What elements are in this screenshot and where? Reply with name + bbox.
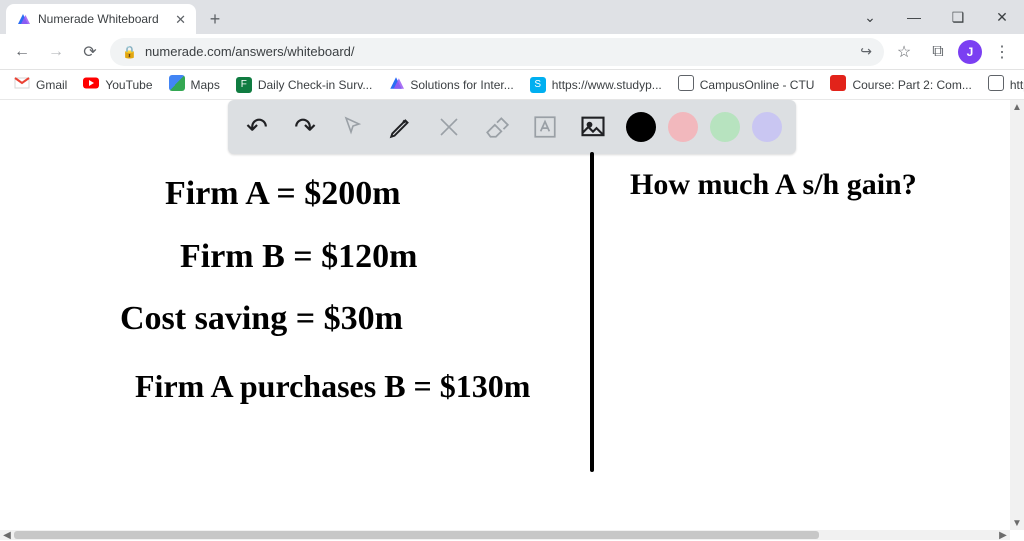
bookmark-star-button[interactable]: ☆ [890,38,918,66]
lock-icon: 🔒 [122,45,137,59]
gmail-icon [14,75,30,94]
bookmark-item[interactable]: Shttps://www.studyp... [524,73,668,96]
bookmark-label: Maps [191,78,220,92]
scroll-left-arrow-icon[interactable]: ◀ [0,530,14,541]
bookmark-item[interactable]: Course: Part 2: Com... [824,72,977,97]
bookmark-item[interactable]: Solutions for Inter... [382,72,519,97]
bookmark-label: CampusOnline - CTU [700,78,815,92]
globe-icon [988,75,1004,94]
handwritten-text: Firm A purchases B = $130m [135,368,530,405]
color-swatch[interactable] [752,112,782,142]
pencil-tool-icon[interactable] [386,112,416,142]
browser-tabstrip: Numerade Whiteboard ✕ + ⌄ — ❏ ✕ [0,0,1024,34]
bookmark-item[interactable]: Maps [163,72,226,97]
bookmarks-bar: Gmail YouTube Maps F Daily Check-in Surv... S… [0,70,1024,100]
color-swatches [626,112,782,142]
address-url: numerade.com/answers/whiteboard/ [145,44,355,59]
scroll-up-arrow-icon[interactable]: ▲ [1010,100,1024,114]
undo-button[interactable]: ↶ [242,112,272,142]
yt-icon [83,75,99,94]
maps-icon [169,75,185,94]
new-tab-button[interactable]: + [202,6,228,32]
address-bar[interactable]: 🔒 numerade.com/answers/whiteboard/ ↪ [110,38,884,66]
numerade-favicon [16,12,30,26]
color-swatch[interactable] [710,112,740,142]
whiteboard-toolbar: ↶ ↷ [228,100,796,154]
bookmark-item[interactable]: https://www.vfsvisa... [982,72,1024,97]
eraser-tool-icon[interactable] [482,112,512,142]
bookmark-item[interactable]: Gmail [8,72,73,97]
window-maximize-button[interactable]: ❏ [936,0,980,34]
window-controls: ⌄ — ❏ ✕ [848,0,1024,34]
vertical-scrollbar[interactable]: ▲ ▼ [1010,100,1024,530]
handwritten-text: Cost saving = $30m [120,300,403,338]
bookmark-item[interactable]: YouTube [77,72,158,97]
bookmark-label: Solutions for Inter... [410,78,513,92]
canvas-icon [830,75,846,94]
handwritten-text: Firm B = $120m [180,238,418,276]
horizontal-scrollbar[interactable]: ◀ ▶ [0,530,1010,540]
window-minimize-button[interactable]: — [892,0,936,34]
window-collapse-button[interactable]: ⌄ [848,0,892,34]
address-right-icons: ↪ [860,43,872,60]
forms-icon: F [236,76,252,93]
bookmark-label: https://www.vfsvisa... [1010,78,1024,92]
tab-close-icon[interactable]: ✕ [175,13,186,26]
horizontal-scroll-track[interactable] [14,530,996,540]
extensions-button[interactable]: ⧉ [924,38,952,66]
browser-tab-active[interactable]: Numerade Whiteboard ✕ [6,4,196,34]
text-tool-icon[interactable] [530,112,560,142]
horizontal-scroll-thumb[interactable] [14,531,819,539]
bookmark-label: YouTube [105,78,152,92]
overflow-menu-button[interactable]: ⋮ [988,38,1016,66]
image-tool-icon[interactable] [578,112,608,142]
browser-toolbar: ← → ⟳ 🔒 numerade.com/answers/whiteboard/… [0,34,1024,70]
nav-forward-button[interactable]: → [42,38,70,66]
color-swatch[interactable] [626,112,656,142]
vertical-divider-line [590,152,594,472]
nav-reload-button[interactable]: ⟳ [76,38,104,66]
bookmark-label: https://www.studyp... [552,78,662,92]
numerade-icon [388,75,404,94]
tab-title: Numerade Whiteboard [38,12,159,26]
scroll-down-arrow-icon[interactable]: ▼ [1010,516,1024,530]
color-swatch[interactable] [668,112,698,142]
handwritten-text: How much A s/h gain? [630,168,917,202]
tools-crossed-icon[interactable] [434,112,464,142]
skype-icon: S [530,76,546,93]
share-icon[interactable]: ↪ [860,43,872,60]
bookmark-label: Gmail [36,78,67,92]
handwritten-text: Firm A = $200m [165,175,401,213]
pointer-tool-icon[interactable] [338,112,368,142]
window-close-button[interactable]: ✕ [980,0,1024,34]
redo-button[interactable]: ↷ [290,112,320,142]
plus-icon: + [210,9,221,30]
whiteboard-canvas[interactable]: ↶ ↷ Firm A = $200m Firm B = $120m Cost sav… [0,100,1024,530]
profile-avatar[interactable]: J [958,40,982,64]
nav-back-button[interactable]: ← [8,38,36,66]
bookmark-label: Course: Part 2: Com... [852,78,971,92]
scroll-right-arrow-icon[interactable]: ▶ [996,530,1010,541]
bookmark-label: Daily Check-in Surv... [258,78,372,92]
bookmark-item[interactable]: F Daily Check-in Surv... [230,73,378,96]
bookmark-item[interactable]: CampusOnline - CTU [672,72,821,97]
globe-icon [678,75,694,94]
